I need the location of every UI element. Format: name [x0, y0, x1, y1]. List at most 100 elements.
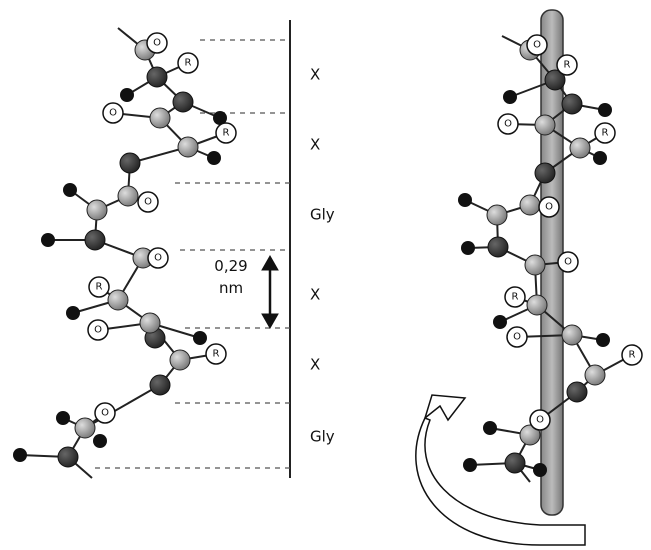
scale: 0,29 nm — [95, 20, 291, 478]
atom-label: O — [154, 253, 162, 264]
hydrogen-atom — [463, 458, 477, 472]
label-atom — [506, 326, 528, 348]
atom-label: O — [533, 40, 541, 51]
atom-label: O — [513, 332, 521, 343]
label-atom — [205, 343, 227, 365]
nitrogen-atom — [149, 374, 171, 396]
carbon-atom — [519, 194, 541, 216]
label-atom — [529, 409, 551, 431]
label-atom — [594, 122, 616, 144]
label-atom — [504, 286, 526, 308]
label-atom — [177, 52, 199, 74]
nitrogen-atom — [172, 91, 194, 113]
atom-label: O — [545, 202, 553, 213]
spacing-arrow — [261, 254, 279, 330]
hydrogen-atom — [533, 463, 547, 477]
atom-label: O — [564, 257, 572, 268]
nitrogen-atom — [566, 381, 588, 403]
hydrogen-atom — [503, 90, 517, 104]
atom-label: R — [213, 349, 220, 360]
hydrogen-atom — [120, 88, 134, 102]
nitrogen-atom — [487, 236, 509, 258]
atom-label: O — [536, 415, 544, 426]
segment-label: X — [310, 66, 320, 84]
nitrogen-atom — [57, 446, 79, 468]
carbon-atom — [139, 312, 161, 334]
carbon-atom — [169, 349, 191, 371]
hydrogen-atom — [13, 448, 27, 462]
label-atom — [94, 402, 116, 424]
atom-label: O — [153, 38, 161, 49]
left-chain: O R O R O O R O R O — [13, 27, 237, 479]
rotation-arrow-head — [423, 394, 467, 422]
carbon-atom — [74, 417, 96, 439]
label-atom — [538, 196, 560, 218]
carbon-atom — [569, 137, 591, 159]
segment-label: X — [310, 136, 320, 154]
nitrogen-atom — [534, 162, 556, 184]
spacing-unit: nm — [219, 279, 243, 297]
carbon-atom — [584, 364, 606, 386]
label-atom — [102, 102, 124, 124]
label-atom — [497, 113, 519, 135]
right-helix: O R O R O O R O R O — [415, 9, 643, 546]
atom-label: R — [96, 282, 103, 293]
carbon-atom — [561, 324, 583, 346]
nitrogen-atom — [84, 229, 106, 251]
carbon-atom — [534, 114, 556, 136]
label-atom — [556, 54, 578, 76]
label-atom — [87, 319, 109, 341]
carbon-atom — [149, 107, 171, 129]
atom-label: R — [602, 128, 609, 139]
hydrogen-atom — [56, 411, 70, 425]
label-atom — [557, 251, 579, 273]
atom-label: R — [629, 350, 636, 361]
atom-label: O — [144, 197, 152, 208]
carbon-atom — [524, 254, 546, 276]
hydrogen-atom — [483, 421, 497, 435]
carbon-atom — [526, 294, 548, 316]
hydrogen-atom — [41, 233, 55, 247]
spacing-value: 0,29 — [214, 257, 247, 275]
carbon-atom — [117, 185, 139, 207]
label-atom — [88, 276, 110, 298]
dashed-lines — [95, 39, 290, 469]
hydrogen-atom — [493, 315, 507, 329]
atom-label: O — [109, 108, 117, 119]
segment-label: X — [310, 356, 320, 374]
carbon-atom — [107, 289, 129, 311]
label-atom — [146, 32, 168, 54]
hydrogen-atom — [63, 183, 77, 197]
atom-label: R — [512, 292, 519, 303]
nitrogen-atom — [119, 152, 141, 174]
atom-label: R — [185, 58, 192, 69]
hydrogen-atom — [193, 331, 207, 345]
segment-label: X — [310, 286, 320, 304]
carbon-atom — [86, 199, 108, 221]
nitrogen-atom — [561, 93, 583, 115]
hydrogen-atom — [598, 103, 612, 117]
hydrogen-atom — [461, 241, 475, 255]
hydrogen-atom — [213, 111, 227, 125]
segment-label: Gly — [310, 206, 335, 224]
label-atom — [215, 122, 237, 144]
atom-label: R — [564, 60, 571, 71]
rotation-arrow — [415, 417, 586, 546]
nitrogen-atom — [504, 452, 526, 474]
nitrogen-atom — [544, 69, 566, 91]
label-atom — [621, 344, 643, 366]
hydrogen-atom — [593, 151, 607, 165]
hydrogen-atom — [458, 193, 472, 207]
nitrogen-atom — [146, 66, 168, 88]
carbon-atom — [177, 136, 199, 158]
hydrogen-atom — [66, 306, 80, 320]
carbon-atom — [519, 424, 541, 446]
segment-label: Gly — [310, 428, 335, 446]
atom-label: O — [504, 119, 512, 130]
hydrogen-atom — [93, 434, 107, 448]
atom-label: R — [223, 128, 230, 139]
atom-label: O — [94, 325, 102, 336]
hydrogen-atom — [596, 333, 610, 347]
hydrogen-atom — [207, 151, 221, 165]
